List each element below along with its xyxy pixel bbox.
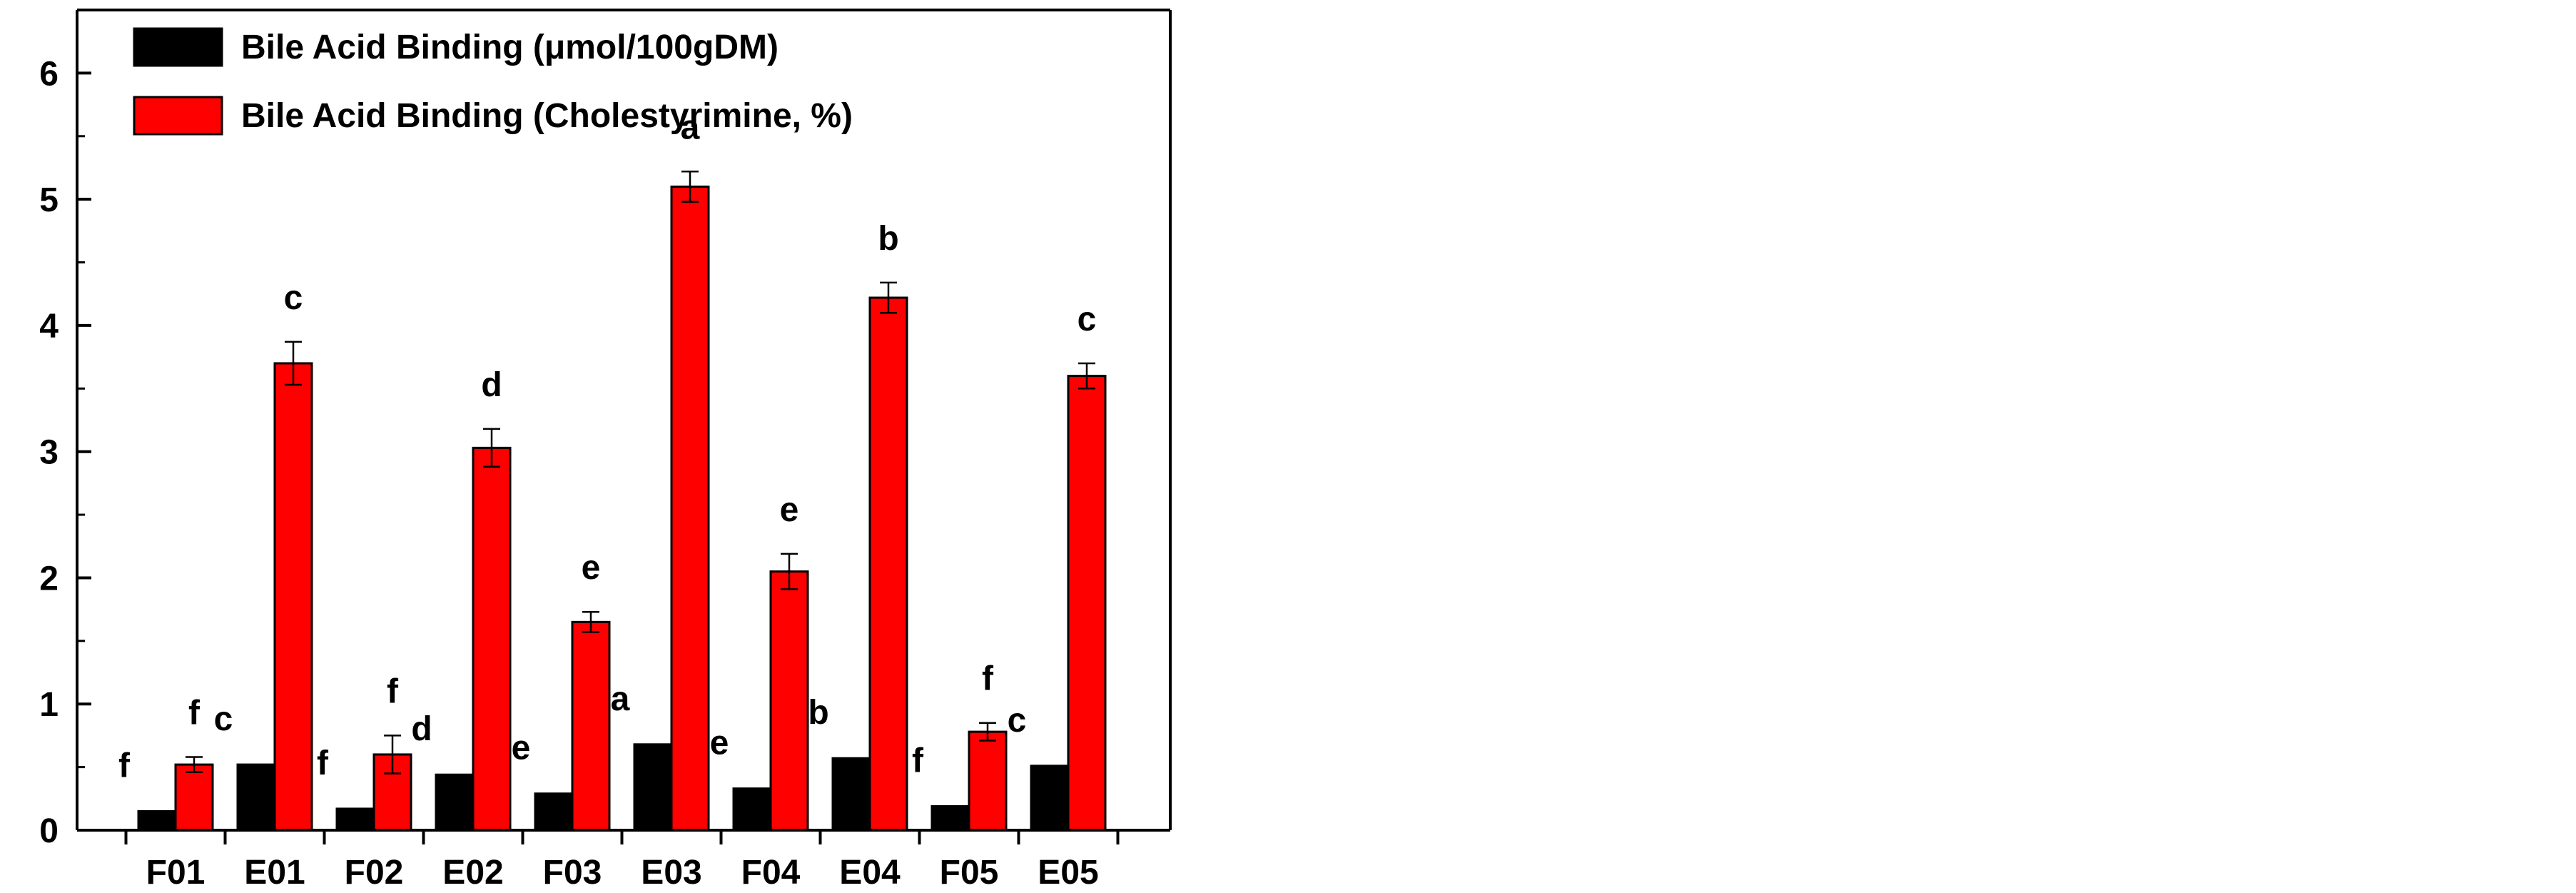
significance-label: a [611,680,630,718]
significance-label: b [878,220,898,258]
bar-cholestyrimine-f03 [571,620,611,832]
x-category-label: F05 [940,854,999,892]
bar-umol-e03 [633,743,673,832]
bar-umol-f02 [335,807,375,832]
significance-label: d [411,710,432,748]
legend-swatch-1 [133,27,223,67]
x-category-label: F01 [146,854,206,892]
bar-umol-f05 [930,804,970,832]
significance-label: f [387,672,399,710]
x-category-label: E02 [442,854,503,892]
x-category-label: E05 [1038,854,1098,892]
bar-cholestyrimine-e04 [868,296,908,832]
y-tick-label: 3 [39,434,59,472]
x-category-label: E04 [839,854,901,892]
significance-label: e [512,730,531,767]
bar-umol-e05 [1030,765,1070,832]
y-tick-label: 6 [39,55,59,93]
bar-umol-e01 [236,763,276,832]
bar-cholestyrimine-e03 [670,185,710,832]
bars-layer [137,185,1107,832]
x-category-label: E01 [244,854,305,892]
x-category-label: E03 [641,854,701,892]
bar-cholestyrimine-f04 [769,570,809,832]
bar-umol-e02 [435,773,475,832]
significance-label: e [710,725,729,762]
bar-umol-f01 [137,809,177,832]
bar-umol-f03 [534,792,574,832]
significance-label: a [681,109,700,146]
significance-label: c [1077,301,1097,338]
bar-cholestyrimine-f01 [174,763,214,832]
legend-label-2: Bile Acid Binding (Cholestyrimine, %) [241,97,853,135]
significance-label: f [912,742,924,780]
x-category-label: F04 [741,854,801,892]
bar-cholestyrimine-f05 [968,730,1008,832]
significance-label: d [481,366,502,404]
legend: Bile Acid Binding (μmol/100gDM) Bile Acid… [133,27,853,136]
significance-label: c [214,700,233,738]
legend-swatch-2 [133,96,223,136]
significance-label: b [808,694,828,732]
significance-label: c [284,279,303,317]
significance-label: e [780,491,799,529]
significance-label: f [982,660,994,698]
legend-label-1: Bile Acid Binding (μmol/100gDM) [241,29,779,66]
y-tick-label: 0 [39,812,59,850]
y-tick-label: 5 [39,181,59,219]
significance-label: c [1008,702,1027,740]
axes-layer: 0 1 2 3 4 5 6 F01 E01 F02 E02 F03 E03 F04 E04 F05 E05 [39,9,1172,892]
y-tick-label: 4 [39,308,59,345]
y-tick-label: 1 [39,686,59,724]
significance-label: f [118,747,131,784]
x-category-label: F03 [543,854,602,892]
x-category-label: F02 [345,854,404,892]
error-bars-layer [186,171,1095,775]
significance-label: f [317,745,329,782]
y-tick-label: 2 [39,560,59,597]
bar-cholestyrimine-e02 [472,446,512,832]
significance-label: f [188,694,201,732]
bar-cholestyrimine-e05 [1067,375,1107,832]
bar-cholestyrimine-e01 [273,362,313,832]
significance-label: e [582,549,601,587]
bar-umol-f04 [732,787,772,832]
bar-umol-e04 [831,757,871,832]
